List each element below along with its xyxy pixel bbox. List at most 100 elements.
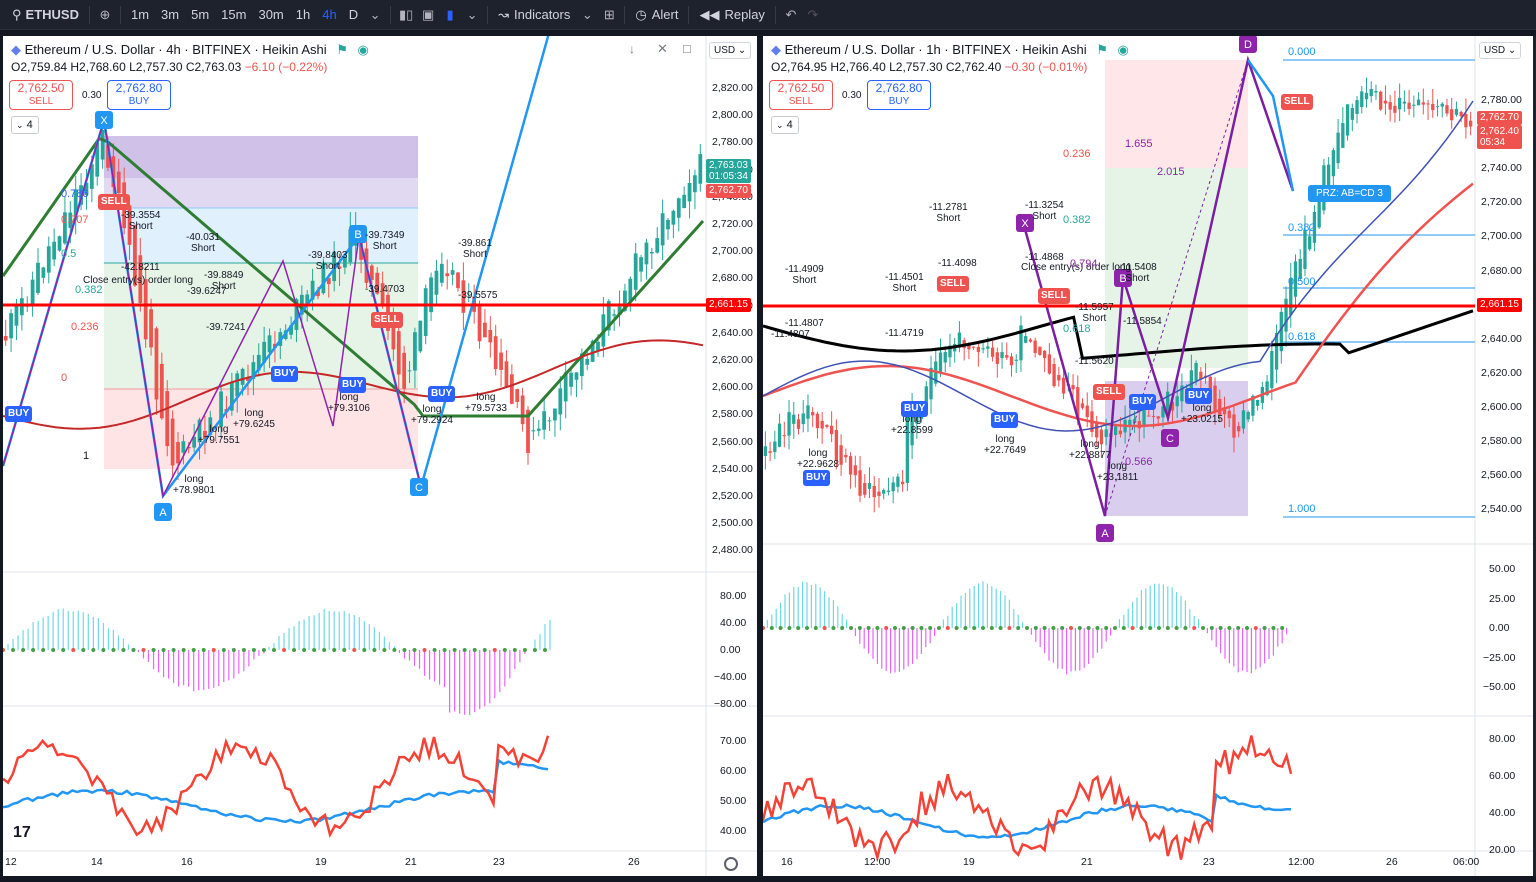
pattern-point-bg [1096,524,1114,542]
candle-body [305,294,310,305]
chart-panel-left[interactable]: X A B C ◆ Ethereum / U.S. Dollar · 4h · BIT… [3,36,757,876]
candles-style-button[interactable]: ▣ [417,0,439,30]
heikin-style-button[interactable]: ▮ [439,0,461,30]
zero-cross-dot [362,648,367,652]
zero-cross-dot [472,648,477,652]
buy-button[interactable]: 2,762.80 BUY [107,80,171,110]
sell-price: 2,762.50 [17,81,65,95]
interval-1h[interactable]: 1h [295,7,311,22]
candle-body [1402,101,1407,104]
candle-body [628,278,633,301]
osc-tick-label: −25.00 [1483,651,1516,664]
candle-body [633,253,638,290]
market-status-icon: ◉ [357,42,369,57]
price-tick-label: 2,720.00 [1481,196,1522,209]
price-tick-label: 2,640.00 [1481,332,1522,345]
indicators-label: Indicators [514,7,571,22]
interval-d[interactable]: D [348,7,359,22]
toolbar-divider [487,5,489,24]
interval-1m[interactable]: 1m [130,7,150,22]
rsi-line [763,735,1293,863]
candle-body [1345,104,1350,136]
candle-body [639,257,643,272]
currency-selector[interactable]: USD ⌄ [1479,42,1522,59]
interval-30m[interactable]: 30m [258,7,284,22]
tradingview-logo-icon: 17 [13,824,31,841]
ma-blue-line [763,100,1474,432]
pane-down-button[interactable]: ↓ [629,42,635,56]
chart-canvas-left[interactable]: X A B C [3,36,757,876]
heikin-icon: ▮ [446,6,454,22]
candle-body [981,348,985,350]
chart-canvas-right[interactable]: X A B C D [763,36,1533,876]
pattern-point-label: B [354,229,361,241]
zero-cross-dot [392,648,397,652]
candle-body [1326,164,1331,188]
fib-level-label: 0.500 [1288,276,1316,288]
redo-button[interactable]: ↷ [802,0,824,30]
candle-body [606,301,611,331]
trade-annotation: long +22.7649 [984,434,1026,456]
candle-body [773,441,777,453]
buy-button[interactable]: 2,762.80 BUY [867,80,931,110]
fib-zone [104,178,418,208]
pane-close-button[interactable]: ✕ [657,41,668,57]
candle-body [1298,258,1302,280]
indicators-dropdown[interactable]: ⌄ [576,0,598,30]
undo-button[interactable]: ↶ [780,0,802,30]
candle-body [829,425,834,435]
pane-maximize-button[interactable]: □ [683,41,691,56]
zero-cross-dot [1130,626,1135,630]
interval-5m[interactable]: 5m [191,7,210,22]
currency-selector[interactable]: USD ⌄ [709,42,752,59]
collapse-icon: ⌄ [776,120,784,130]
interval-3m[interactable]: 3m [161,7,180,22]
interval-4h[interactable]: 4h [322,7,337,22]
chart-style-dropdown[interactable]: ⌄ [461,0,483,30]
time-tick-label: 21 [405,856,417,868]
trade-annotation: long +79.7551 [198,424,240,446]
price-tick-label: 2,500.00 [712,517,753,530]
open-value: O2,759.84 [11,60,68,74]
spread-value: 0.30 [82,90,102,101]
trade-annotation: Close entry(s) order long [83,275,194,286]
candle-body [111,156,116,188]
interval-dropdown[interactable]: ⌄ [364,0,386,30]
candle-body [1156,416,1160,419]
zero-cross-dot [1253,626,1258,630]
candle-body [1038,346,1042,355]
replay-button[interactable]: ◀◀ Replay [693,0,770,30]
candle-body [1151,415,1156,417]
candle-body [41,267,46,278]
settings-gear-icon[interactable] [724,857,738,871]
interval-toggle[interactable]: ⌄ 4 [11,116,39,134]
zero-cross-dot [382,648,387,652]
indicators-button[interactable]: ↝ Indicators [492,0,576,30]
pattern-point-bg [1161,429,1179,447]
buy-signal-marker: BUY [803,470,831,486]
zero-cross-dot [312,648,317,652]
sell-button[interactable]: 2,762.50 SELL [9,80,73,110]
trade-annotation: -40.031 Short [186,232,220,254]
candle-body [863,483,867,495]
rsi-tick-label: 60.00 [1489,770,1516,782]
zero-cross-dot [131,648,136,652]
symbol-search[interactable]: ⚲ ETHUSD [6,0,85,30]
candle-body [466,296,471,298]
zero-cross-dot [1148,626,1153,630]
trade-annotation: -42.8211 [121,262,160,273]
ohlc-values: O2,764.95 H2,766.40 L2,757.30 C2,762.40 … [771,60,1087,74]
alert-button[interactable]: ◷ Alert [629,0,684,30]
chart-panel-right[interactable]: X A B C D ◆ Ethereum / U.S. Dollar · 1h · BI… [763,36,1533,876]
zero-cross-dot [1271,626,1276,630]
candle-body [1303,229,1307,269]
interval-toggle[interactable]: ⌄ 4 [771,116,799,134]
interval-15m[interactable]: 15m [221,7,247,22]
sell-button[interactable]: 2,762.50 SELL [769,80,833,110]
compare-symbol-button[interactable]: ⊕ [94,0,116,30]
sell-label: SELL [788,96,814,107]
candle-body [1331,150,1336,177]
layout-button[interactable]: ⊞ [598,0,620,30]
buy-signal-marker: BUY [901,401,929,417]
bars-style-button[interactable]: ▮▯ [395,0,417,30]
